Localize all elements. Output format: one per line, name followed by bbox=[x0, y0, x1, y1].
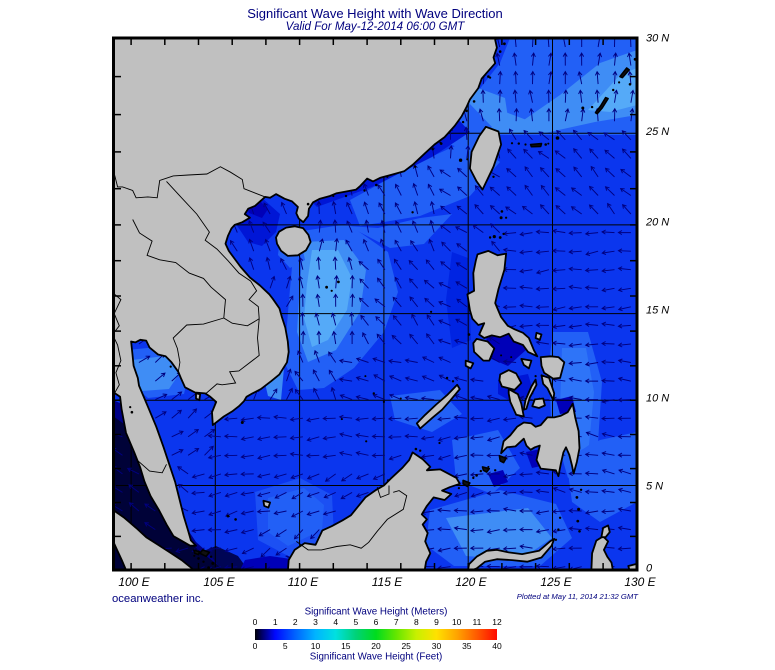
svg-text:100 E: 100 E bbox=[118, 575, 150, 589]
svg-text:25 N: 25 N bbox=[645, 126, 669, 138]
svg-text:Significant Wave Height (Meter: Significant Wave Height (Meters) bbox=[305, 607, 448, 618]
svg-text:120 E: 120 E bbox=[455, 575, 487, 589]
svg-text:Plotted at May 11, 2014 21:32: Plotted at May 11, 2014 21:32 GMT bbox=[517, 592, 640, 601]
svg-text:11: 11 bbox=[472, 617, 481, 627]
svg-text:8: 8 bbox=[414, 617, 419, 627]
svg-text:3: 3 bbox=[313, 617, 318, 627]
svg-text:Significant Wave Height (Feet): Significant Wave Height (Feet) bbox=[310, 652, 443, 663]
svg-text:0: 0 bbox=[253, 641, 258, 651]
svg-text:0: 0 bbox=[646, 563, 653, 575]
svg-text:4: 4 bbox=[333, 617, 338, 627]
svg-text:20: 20 bbox=[371, 641, 381, 651]
svg-text:130 E: 130 E bbox=[624, 575, 656, 589]
svg-text:5: 5 bbox=[354, 617, 359, 627]
svg-text:10 N: 10 N bbox=[646, 393, 669, 405]
svg-text:10: 10 bbox=[311, 641, 321, 651]
svg-text:15 N: 15 N bbox=[646, 305, 669, 317]
svg-text:115 E: 115 E bbox=[372, 575, 403, 589]
svg-text:6: 6 bbox=[374, 617, 379, 627]
svg-text:12: 12 bbox=[492, 617, 502, 627]
svg-text:35: 35 bbox=[462, 641, 472, 651]
svg-text:30 N: 30 N bbox=[646, 33, 669, 45]
svg-text:110 E: 110 E bbox=[288, 575, 319, 589]
svg-text:9: 9 bbox=[434, 617, 439, 627]
svg-text:30: 30 bbox=[432, 641, 442, 651]
svg-text:20 N: 20 N bbox=[645, 217, 669, 229]
svg-text:5: 5 bbox=[283, 641, 288, 651]
svg-text:Valid For May-12-2014 06:00 GM: Valid For May-12-2014 06:00 GMT bbox=[286, 20, 466, 33]
svg-text:Significant Wave Height with W: Significant Wave Height with Wave Direct… bbox=[247, 6, 503, 21]
svg-text:0: 0 bbox=[253, 617, 258, 627]
svg-text:7: 7 bbox=[394, 617, 399, 627]
svg-text:10: 10 bbox=[452, 617, 462, 627]
svg-text:2: 2 bbox=[293, 617, 298, 627]
svg-text:5 N: 5 N bbox=[646, 481, 663, 493]
svg-text:1: 1 bbox=[273, 617, 278, 627]
svg-text:25: 25 bbox=[401, 641, 411, 651]
svg-text:15: 15 bbox=[341, 641, 351, 651]
svg-text:oceanweather inc.: oceanweather inc. bbox=[112, 593, 204, 605]
svg-text:125 E: 125 E bbox=[540, 575, 572, 589]
svg-text:40: 40 bbox=[492, 641, 502, 651]
svg-text:105 E: 105 E bbox=[203, 575, 235, 589]
